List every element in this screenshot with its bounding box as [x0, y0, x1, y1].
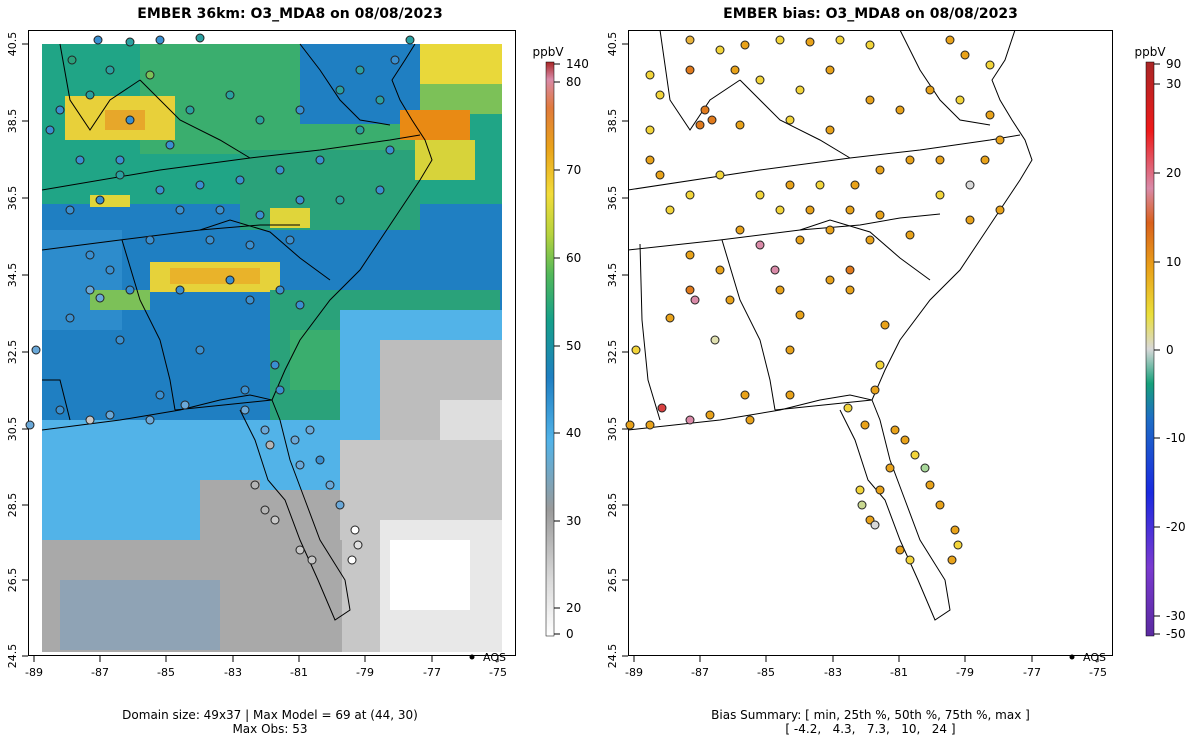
colorbar-label: 0	[1166, 343, 1174, 357]
y-tick: 30.5	[6, 417, 19, 442]
model-legend-label: AQS	[483, 651, 506, 664]
colorbar-label: 0	[566, 627, 574, 641]
bias-map-frame	[628, 30, 1113, 656]
colorbar-label: 140	[566, 57, 589, 71]
y-tick: 36.5	[606, 186, 619, 211]
bias-colorbar: ppbV 90 30 20 10 0 -10 -20 -30 -50	[1134, 45, 1185, 641]
bias-footer: Bias Summary: [ min, 25th %, 50th %, 75t…	[628, 708, 1113, 736]
model-map-legend: AQS	[469, 651, 506, 664]
y-tick: 24.5	[606, 644, 619, 669]
colorbar-label: 30	[1166, 77, 1181, 91]
bias-footer-line1: Bias Summary: [ min, 25th %, 50th %, 75t…	[711, 708, 1030, 722]
colorbar-label: 40	[566, 426, 581, 440]
colorbar-label: -30	[1166, 609, 1186, 623]
bias-map-basemap	[628, 30, 1113, 656]
colorbar-label: -20	[1166, 520, 1186, 534]
colorbar-label: 20	[566, 601, 581, 615]
x-tick: -75	[1089, 666, 1107, 679]
x-tick: -81	[290, 666, 308, 679]
colorbar-label: 20	[1166, 166, 1181, 180]
bias-x-axis: -89 -87 -85 -83 -81 -79 -77 -75	[625, 656, 1107, 679]
bias-colorbar-unit: ppbV	[1134, 45, 1166, 59]
x-tick: -87	[91, 666, 109, 679]
y-tick: 32.5	[6, 340, 19, 365]
y-tick: 40.5	[6, 32, 19, 57]
x-tick: -81	[890, 666, 908, 679]
x-tick: -85	[157, 666, 175, 679]
y-tick: 34.5	[6, 263, 19, 288]
x-tick: -77	[423, 666, 441, 679]
y-tick: 30.5	[606, 417, 619, 442]
bias-obs-points	[625, 35, 1005, 565]
x-tick: -77	[1023, 666, 1041, 679]
model-field	[28, 30, 516, 656]
y-tick: 38.5	[606, 109, 619, 134]
model-map-frame	[28, 30, 516, 656]
bias-map-legend: AQS	[1069, 651, 1106, 664]
x-tick: -89	[625, 666, 643, 679]
model-footer-line2: Max Obs: 53	[232, 722, 308, 736]
x-tick: -79	[956, 666, 974, 679]
bias-y-axis: 40.5 38.5 36.5 34.5 32.5 30.5 28.5 26.5 …	[606, 32, 628, 669]
colorbar-label: 80	[566, 75, 581, 89]
y-tick: 28.5	[606, 493, 619, 518]
y-tick: 34.5	[606, 263, 619, 288]
y-tick: 26.5	[606, 568, 619, 593]
y-tick: 26.5	[6, 568, 19, 593]
x-tick: -75	[489, 666, 507, 679]
left-panel-title: EMBER 36km: O3_MDA8 on 08/08/2023	[137, 6, 443, 22]
model-footer-line1: Domain size: 49x37 | Max Model = 69 at (…	[122, 708, 418, 722]
x-tick: -83	[824, 666, 842, 679]
colorbar-label: 60	[566, 251, 581, 265]
x-tick: -85	[757, 666, 775, 679]
colorbar-label: -10	[1166, 431, 1186, 445]
colorbar-label: 70	[566, 163, 581, 177]
model-colorbar-unit: ppbV	[532, 45, 564, 59]
y-tick: 40.5	[606, 32, 619, 57]
x-tick: -87	[691, 666, 709, 679]
x-tick: -79	[356, 666, 374, 679]
bias-footer-line2: [ -4.2, 4.3, 7.3, 10, 24 ]	[785, 722, 956, 736]
model-x-axis: -89 -87 -85 -83 -81 -79 -77 -75	[25, 656, 507, 679]
colorbar-label: -50	[1166, 627, 1186, 641]
x-tick: -89	[25, 666, 43, 679]
y-tick: 24.5	[6, 644, 19, 669]
model-y-axis: 40.5 38.5 36.5 34.5 32.5 30.5 28.5 26.5 …	[6, 32, 28, 669]
y-tick: 28.5	[6, 493, 19, 518]
right-panel-title: EMBER bias: O3_MDA8 on 08/08/2023	[723, 6, 1018, 22]
model-colorbar: ppbV 140 80 70 60 50 40 30 20 0	[532, 45, 588, 641]
bias-legend-label: AQS	[1083, 651, 1106, 664]
colorbar-label: 30	[566, 514, 581, 528]
colorbar-label: 50	[566, 339, 581, 353]
colorbar-label: 10	[1166, 255, 1181, 269]
model-obs-points	[25, 33, 415, 565]
y-tick: 38.5	[6, 109, 19, 134]
colorbar-label: 90	[1166, 57, 1181, 71]
model-footer: Domain size: 49x37 | Max Model = 69 at (…	[40, 708, 500, 736]
y-tick: 36.5	[6, 186, 19, 211]
x-tick: -83	[224, 666, 242, 679]
y-tick: 32.5	[606, 340, 619, 365]
